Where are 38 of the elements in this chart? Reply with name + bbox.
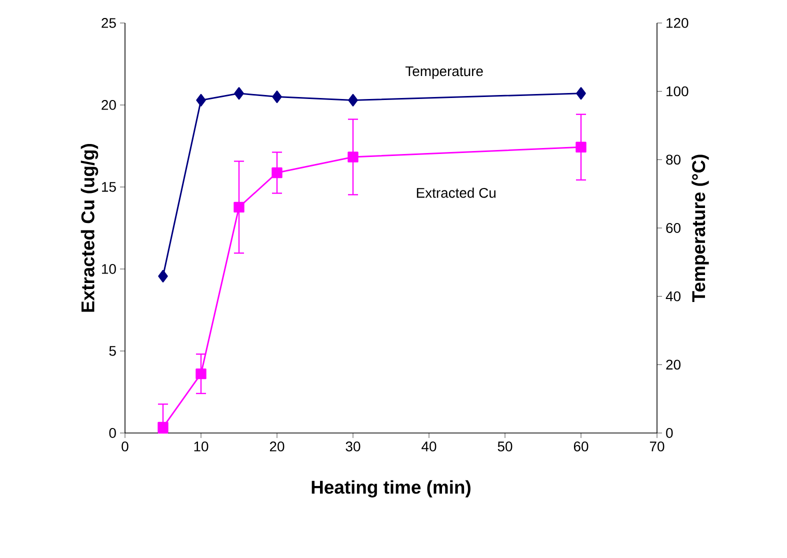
x-tick-label: 0 xyxy=(122,442,128,452)
point xyxy=(196,368,206,380)
x-tick-label: 10 xyxy=(194,442,208,452)
point xyxy=(196,94,206,106)
x-tick-label: 30 xyxy=(346,442,360,452)
point xyxy=(158,270,168,282)
y2-tick-label: 120 xyxy=(666,18,688,28)
x-tick-label: 40 xyxy=(422,442,436,452)
x-tick-label: 60 xyxy=(574,442,588,452)
point xyxy=(234,202,244,213)
point xyxy=(576,87,586,100)
y-tick-label: 15 xyxy=(102,182,116,192)
y2-axis-title: Temperature (°C) xyxy=(692,154,709,302)
y-tick-label: 25 xyxy=(102,18,116,28)
point xyxy=(576,142,586,152)
y2-tick-label: 100 xyxy=(666,86,688,96)
x-axis-title: Heating time (min) xyxy=(312,480,470,498)
y-tick-label: 20 xyxy=(102,100,116,110)
point xyxy=(348,152,358,162)
y2-tick-label: 40 xyxy=(666,291,680,302)
x-tick-label: 70 xyxy=(650,442,664,452)
series-label: Temperature xyxy=(405,66,483,79)
point xyxy=(158,422,168,433)
x-tick-label: 50 xyxy=(498,442,512,452)
y2-tick-label: 0 xyxy=(666,428,673,438)
point xyxy=(272,167,282,178)
x-tick-label: 20 xyxy=(270,442,284,452)
y-tick-label: 10 xyxy=(102,264,116,274)
y-axis-title: Extracted Cu (ug/g) xyxy=(80,144,98,312)
y-tick-label: 0 xyxy=(109,428,116,438)
point xyxy=(234,87,244,100)
text: Extracted Cu xyxy=(416,188,496,198)
point xyxy=(272,90,282,104)
y-tick-label: 5 xyxy=(109,346,116,356)
point xyxy=(348,94,358,106)
y2-tick-label: 80 xyxy=(666,154,680,165)
y2-tick-label: 20 xyxy=(666,360,680,370)
y2-tick-label: 60 xyxy=(666,223,680,233)
